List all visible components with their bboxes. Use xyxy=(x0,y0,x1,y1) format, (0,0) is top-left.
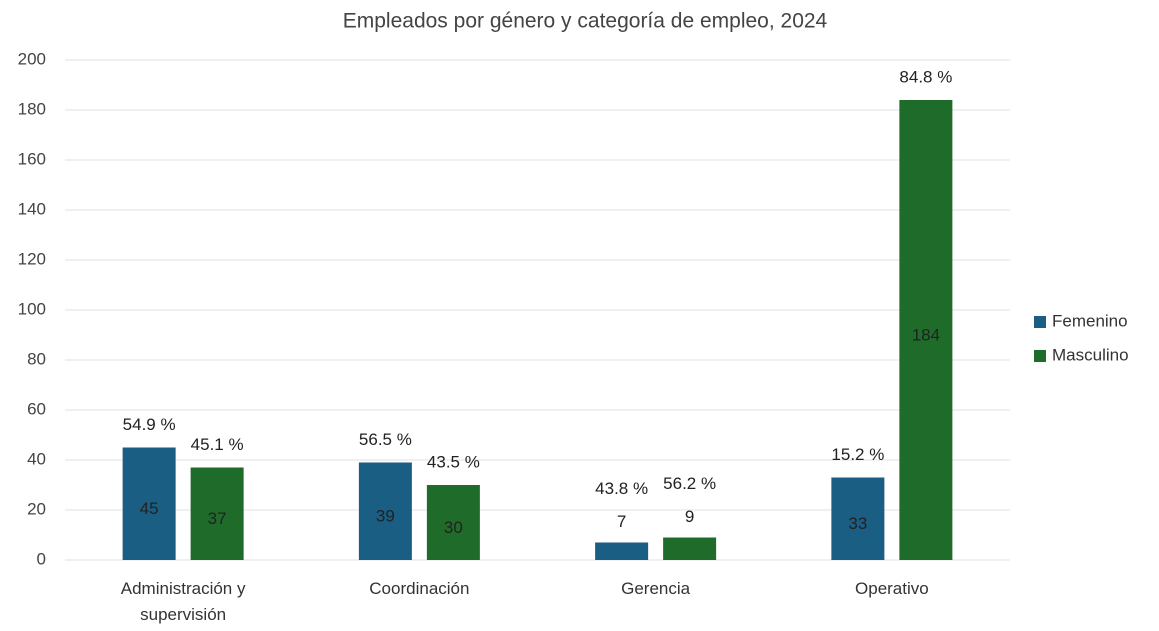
value-label: 9 xyxy=(685,507,694,526)
y-tick-label: 200 xyxy=(18,49,46,68)
y-tick-label: 0 xyxy=(37,549,46,568)
share-label: 84.8 % xyxy=(899,67,952,86)
legend-label: Masculino xyxy=(1052,345,1129,364)
legend-swatch xyxy=(1034,316,1046,328)
x-tick-label: Gerencia xyxy=(621,579,691,598)
share-label: 43.5 % xyxy=(427,452,480,471)
bar xyxy=(122,447,176,560)
y-tick-label: 160 xyxy=(18,149,46,168)
bar xyxy=(426,485,480,560)
bar xyxy=(190,467,244,560)
share-label: 56.2 % xyxy=(663,474,716,493)
legend-label: Femenino xyxy=(1052,311,1128,330)
bar xyxy=(831,477,885,560)
value-label: 33 xyxy=(848,514,867,533)
x-tick-label: Administración y supervisión xyxy=(120,579,246,624)
legend-swatch xyxy=(1034,350,1046,362)
bar xyxy=(899,100,953,560)
share-label: 43.8 % xyxy=(595,479,648,498)
share-label: 45.1 % xyxy=(191,435,244,454)
y-tick-label: 40 xyxy=(27,449,46,468)
share-label: 15.2 % xyxy=(831,445,884,464)
share-label: 54.9 % xyxy=(123,415,176,434)
y-tick-label: 80 xyxy=(27,349,46,368)
x-tick-label: Operativo xyxy=(855,579,929,598)
chart-title: Empleados por género y categoría de empl… xyxy=(343,10,828,33)
y-tick-label: 60 xyxy=(27,399,46,418)
value-label: 7 xyxy=(617,512,626,531)
y-tick-label: 140 xyxy=(18,199,46,218)
share-label: 56.5 % xyxy=(359,430,412,449)
bar xyxy=(358,462,412,560)
value-label: 184 xyxy=(912,325,940,344)
value-label: 37 xyxy=(208,509,227,528)
bar xyxy=(595,542,649,560)
y-tick-label: 180 xyxy=(18,99,46,118)
value-label: 30 xyxy=(444,518,463,537)
y-tick-label: 100 xyxy=(18,299,46,318)
value-label: 45 xyxy=(140,499,159,518)
y-tick-label: 20 xyxy=(27,499,46,518)
value-label: 39 xyxy=(376,507,395,526)
y-tick-label: 120 xyxy=(18,249,46,268)
x-tick-label: Coordinación xyxy=(369,579,470,598)
bar xyxy=(663,537,717,560)
